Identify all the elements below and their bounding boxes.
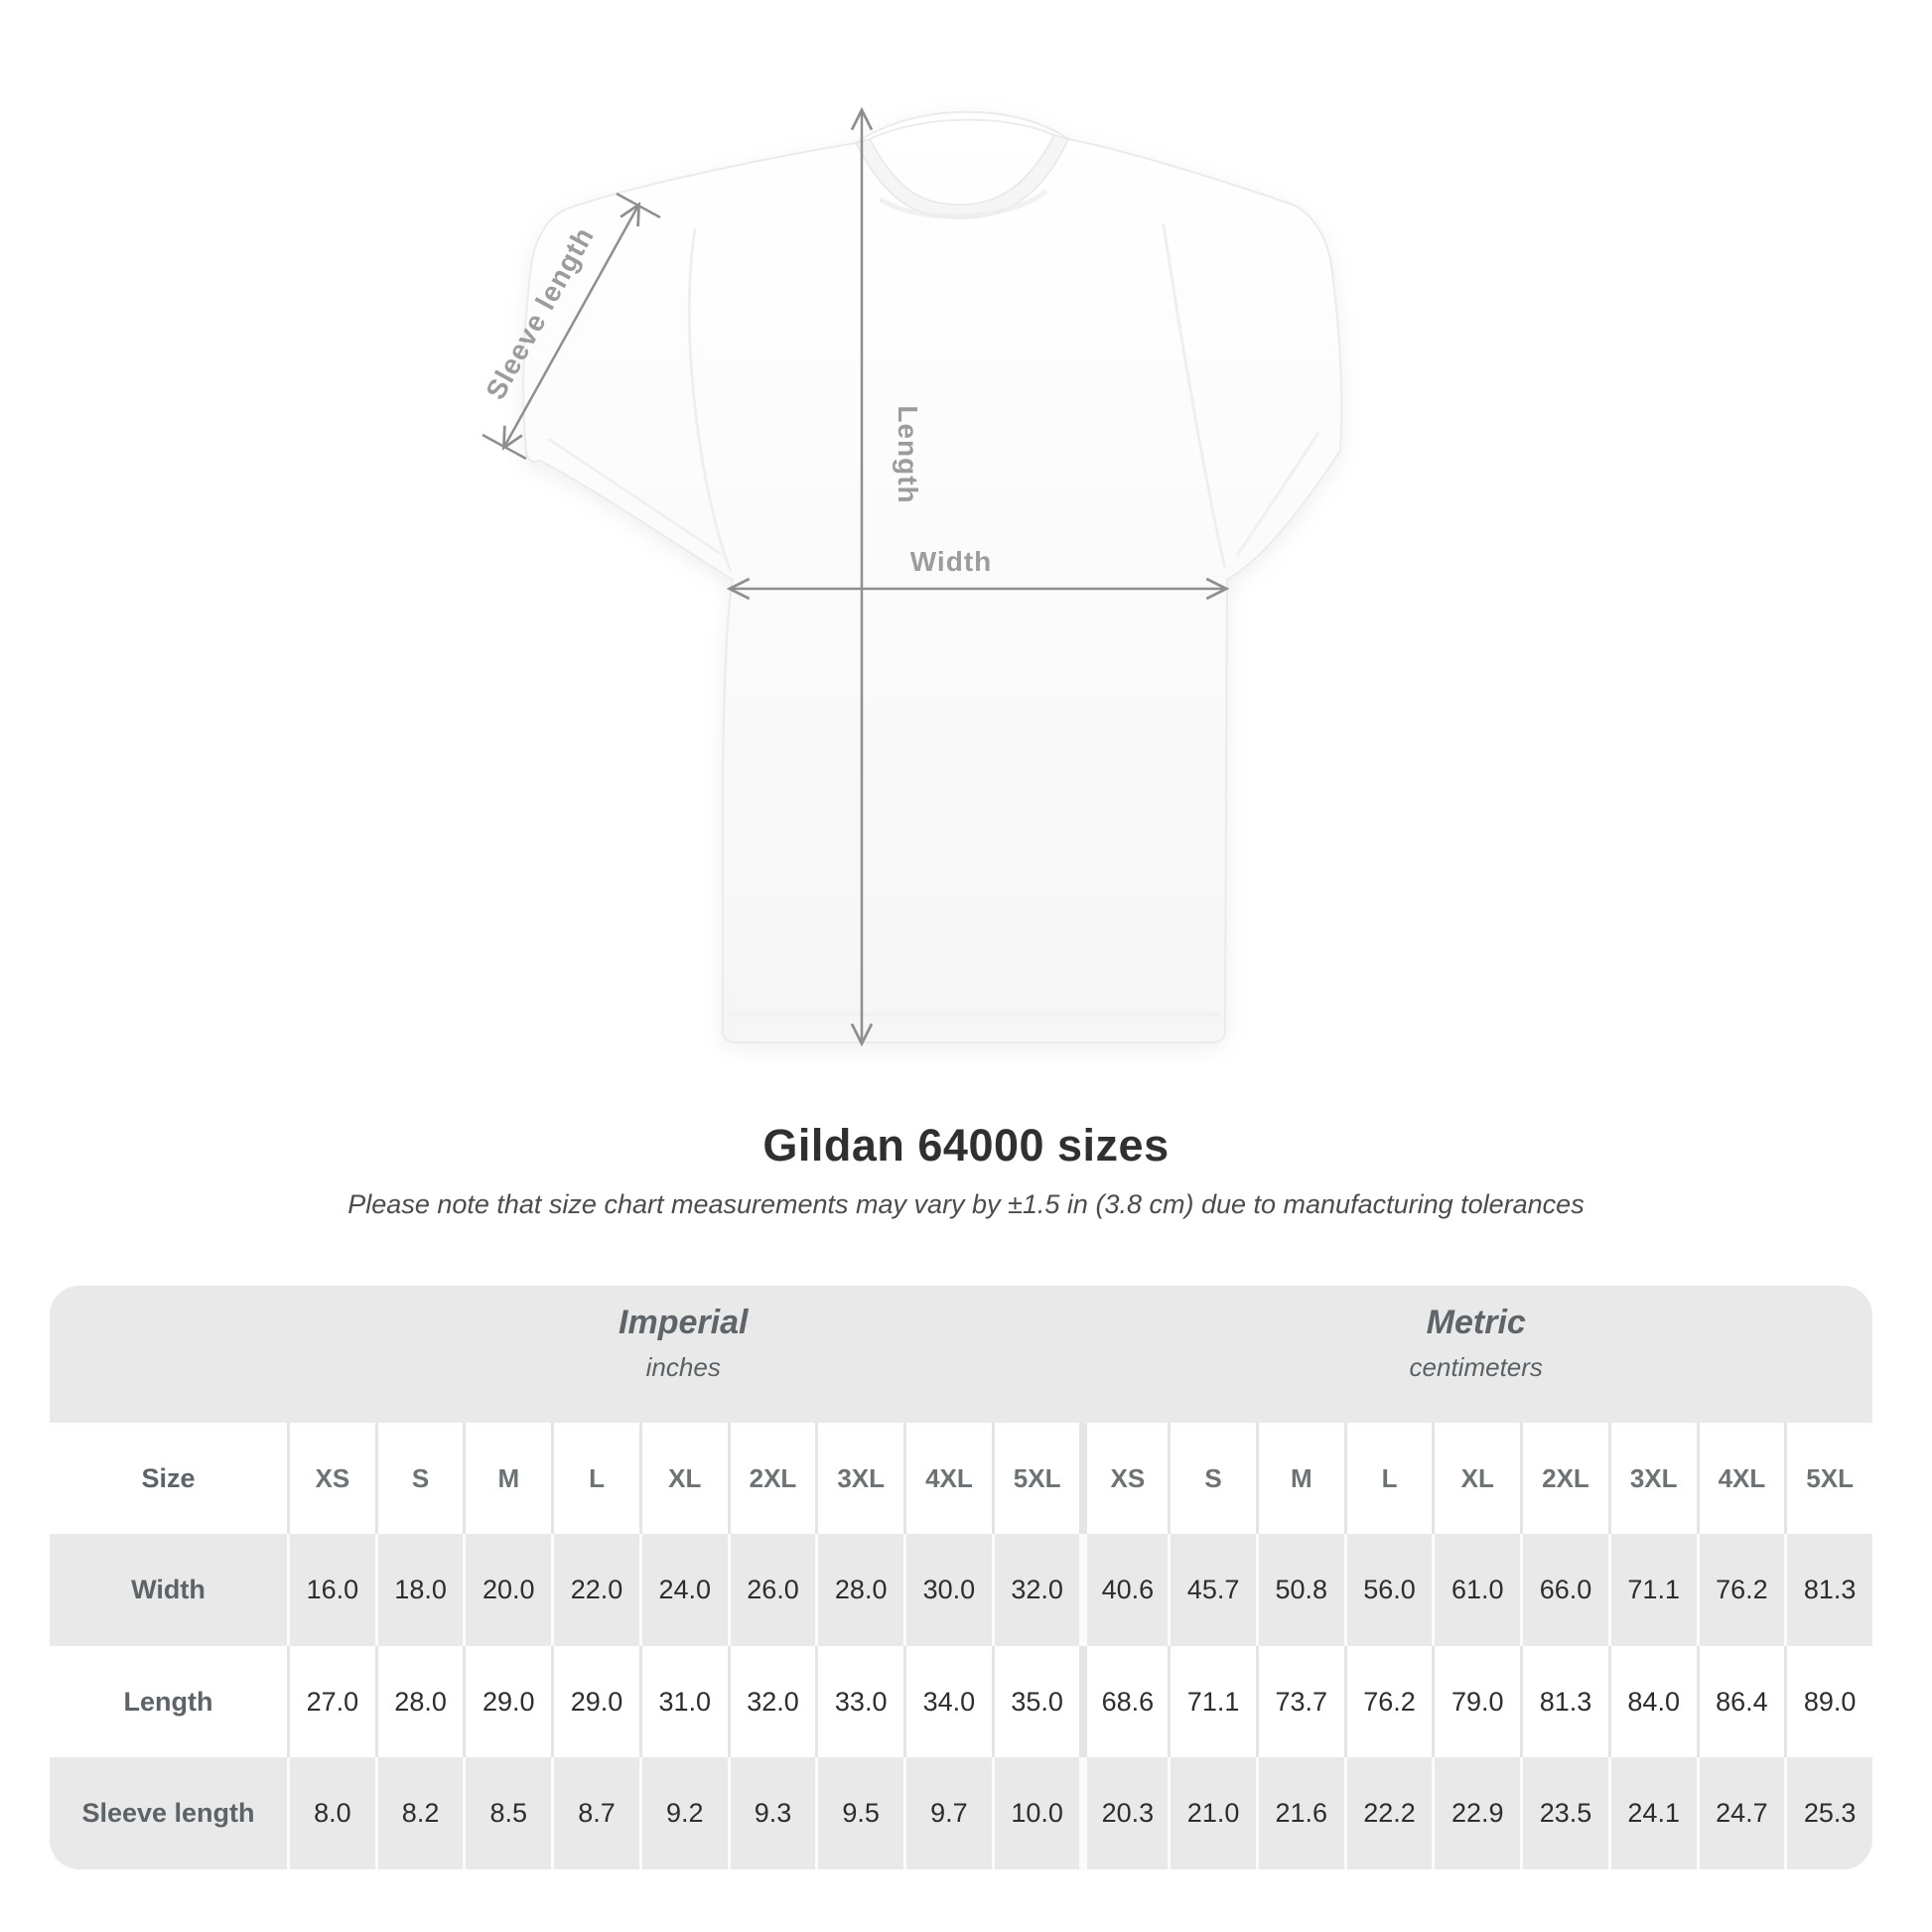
length-value: 79.0 bbox=[1432, 1646, 1521, 1757]
size-header-cell: M bbox=[1255, 1423, 1344, 1534]
sleeve-length-arrow bbox=[501, 202, 641, 451]
size-header-cell: XS bbox=[287, 1423, 375, 1534]
width-value: 50.8 bbox=[1255, 1534, 1344, 1646]
sleeve-length-value: 10.0 bbox=[991, 1757, 1080, 1869]
sleeve-cap-top bbox=[616, 192, 661, 219]
sleeve-length-value: 22.9 bbox=[1432, 1757, 1521, 1869]
size-header-cell: 3XL bbox=[1607, 1423, 1697, 1534]
width-value: 20.0 bbox=[463, 1534, 552, 1646]
width-value: 22.0 bbox=[551, 1534, 639, 1646]
sleeve-length-value: 8.5 bbox=[463, 1757, 552, 1869]
row-label-sleeve-length: Sleeve length bbox=[50, 1757, 287, 1869]
size-header-cell: M bbox=[463, 1423, 552, 1534]
sleeve-length-value: 9.3 bbox=[727, 1757, 816, 1869]
length-value: 34.0 bbox=[903, 1646, 992, 1757]
width-value: 71.1 bbox=[1607, 1534, 1697, 1646]
page-title: Gildan 64000 sizes bbox=[762, 1120, 1170, 1171]
width-value: 28.0 bbox=[815, 1534, 904, 1646]
imperial-group-header: Imperial inches bbox=[287, 1286, 1080, 1423]
tolerance-note: Please note that size chart measurements… bbox=[347, 1189, 1585, 1219]
width-value: 76.2 bbox=[1696, 1534, 1785, 1646]
sleeve-length-value: 9.7 bbox=[903, 1757, 992, 1869]
row-label-width: Width bbox=[50, 1534, 287, 1646]
tshirt-illustration bbox=[522, 110, 1343, 1043]
width-value: 81.3 bbox=[1784, 1534, 1872, 1646]
width-annotation: Width bbox=[910, 546, 993, 577]
sleeve-length-value: 8.0 bbox=[287, 1757, 375, 1869]
sleeve-length-value: 20.3 bbox=[1079, 1757, 1169, 1869]
length-annotation: Length bbox=[893, 405, 923, 503]
sleeve-length-value: 25.3 bbox=[1784, 1757, 1872, 1869]
length-value: 73.7 bbox=[1255, 1646, 1344, 1757]
sleeve-length-value: 24.7 bbox=[1696, 1757, 1785, 1869]
size-header-cell: S bbox=[1168, 1423, 1256, 1534]
width-value: 18.0 bbox=[374, 1534, 464, 1646]
width-value: 56.0 bbox=[1343, 1534, 1433, 1646]
size-header-cell: 3XL bbox=[815, 1423, 904, 1534]
length-value: 68.6 bbox=[1079, 1646, 1169, 1757]
width-value: 26.0 bbox=[727, 1534, 816, 1646]
length-value: 84.0 bbox=[1607, 1646, 1697, 1757]
sleeve-length-value: 23.5 bbox=[1520, 1757, 1608, 1869]
width-value: 61.0 bbox=[1432, 1534, 1521, 1646]
sleeve-length-value: 9.5 bbox=[815, 1757, 904, 1869]
length-value: 71.1 bbox=[1168, 1646, 1256, 1757]
sleeve-length-value: 24.1 bbox=[1607, 1757, 1697, 1869]
size-header-cell: L bbox=[1343, 1423, 1433, 1534]
length-value: 28.0 bbox=[374, 1646, 464, 1757]
size-header-cell: 5XL bbox=[1784, 1423, 1872, 1534]
length-value: 35.0 bbox=[991, 1646, 1080, 1757]
row-label-size: Size bbox=[50, 1423, 287, 1534]
sleeve-cap-bottom bbox=[482, 433, 527, 461]
metric-title: Metric bbox=[1426, 1304, 1526, 1341]
width-value: 40.6 bbox=[1079, 1534, 1169, 1646]
width-value: 30.0 bbox=[903, 1534, 992, 1646]
width-value: 24.0 bbox=[638, 1534, 728, 1646]
imperial-unit: inches bbox=[645, 1352, 721, 1382]
metric-group-header: Metric centimeters bbox=[1079, 1286, 1872, 1423]
metric-unit: centimeters bbox=[1409, 1352, 1543, 1382]
width-value: 45.7 bbox=[1168, 1534, 1256, 1646]
sleeve-length-value: 21.0 bbox=[1168, 1757, 1256, 1869]
width-value: 66.0 bbox=[1520, 1534, 1608, 1646]
length-value: 81.3 bbox=[1520, 1646, 1608, 1757]
sleeve-length-value: 22.2 bbox=[1343, 1757, 1433, 1869]
sleeve-length-value: 9.2 bbox=[638, 1757, 728, 1869]
size-header-cell: 4XL bbox=[1696, 1423, 1785, 1534]
length-value: 32.0 bbox=[727, 1646, 816, 1757]
imperial-title: Imperial bbox=[619, 1304, 749, 1341]
size-header-cell: 4XL bbox=[903, 1423, 992, 1534]
table-corner-spacer bbox=[50, 1286, 287, 1423]
length-value: 33.0 bbox=[815, 1646, 904, 1757]
tshirt-diagram: Length Width Sleeve length bbox=[480, 106, 1343, 1047]
size-header-cell: L bbox=[551, 1423, 639, 1534]
sleeve-length-value: 21.6 bbox=[1255, 1757, 1344, 1869]
width-value: 32.0 bbox=[991, 1534, 1080, 1646]
size-header-cell: 2XL bbox=[1520, 1423, 1608, 1534]
length-value: 76.2 bbox=[1343, 1646, 1433, 1757]
sleeve-length-value: 8.7 bbox=[551, 1757, 639, 1869]
row-label-length: Length bbox=[50, 1646, 287, 1757]
size-header-cell: S bbox=[374, 1423, 464, 1534]
size-header-cell: 5XL bbox=[991, 1423, 1080, 1534]
length-value: 29.0 bbox=[551, 1646, 639, 1757]
length-value: 27.0 bbox=[287, 1646, 375, 1757]
length-value: 31.0 bbox=[638, 1646, 728, 1757]
length-value: 89.0 bbox=[1784, 1646, 1872, 1757]
length-value: 86.4 bbox=[1696, 1646, 1785, 1757]
width-value: 16.0 bbox=[287, 1534, 375, 1646]
length-value: 29.0 bbox=[463, 1646, 552, 1757]
size-header-cell: XL bbox=[1432, 1423, 1521, 1534]
size-header-cell: XL bbox=[638, 1423, 728, 1534]
size-header-cell: XS bbox=[1079, 1423, 1169, 1534]
size-table: Imperial inches Metric centimeters Size X… bbox=[50, 1286, 1872, 1869]
sleeve-length-value: 8.2 bbox=[374, 1757, 464, 1869]
size-header-cell: 2XL bbox=[727, 1423, 816, 1534]
